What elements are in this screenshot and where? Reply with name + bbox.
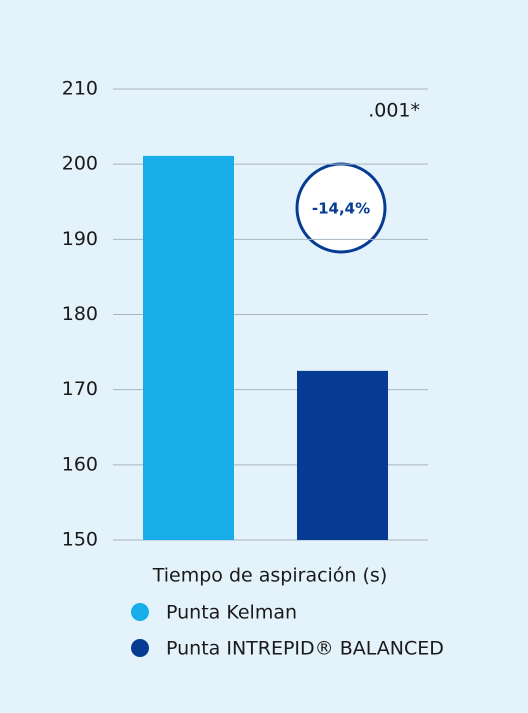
y-tick-label: 180 bbox=[62, 303, 98, 325]
y-tick-label: 160 bbox=[62, 453, 98, 475]
legend-label: Punta Kelman bbox=[166, 602, 297, 624]
badge-label: -14,4% bbox=[312, 200, 370, 218]
legend-label: Punta INTREPID® BALANCED bbox=[166, 638, 444, 660]
legend-marker bbox=[131, 603, 149, 621]
x-axis-label: Tiempo de aspiración (s) bbox=[152, 565, 388, 587]
y-tick-label: 190 bbox=[62, 228, 98, 250]
y-tick-label: 200 bbox=[62, 153, 98, 175]
bar bbox=[297, 370, 388, 540]
legend-marker bbox=[131, 639, 149, 657]
y-tick-label: 150 bbox=[62, 529, 98, 551]
bar bbox=[143, 155, 234, 541]
p-value: .001* bbox=[368, 100, 420, 122]
y-tick-label: 210 bbox=[62, 78, 98, 100]
y-tick-label: 170 bbox=[62, 378, 98, 400]
